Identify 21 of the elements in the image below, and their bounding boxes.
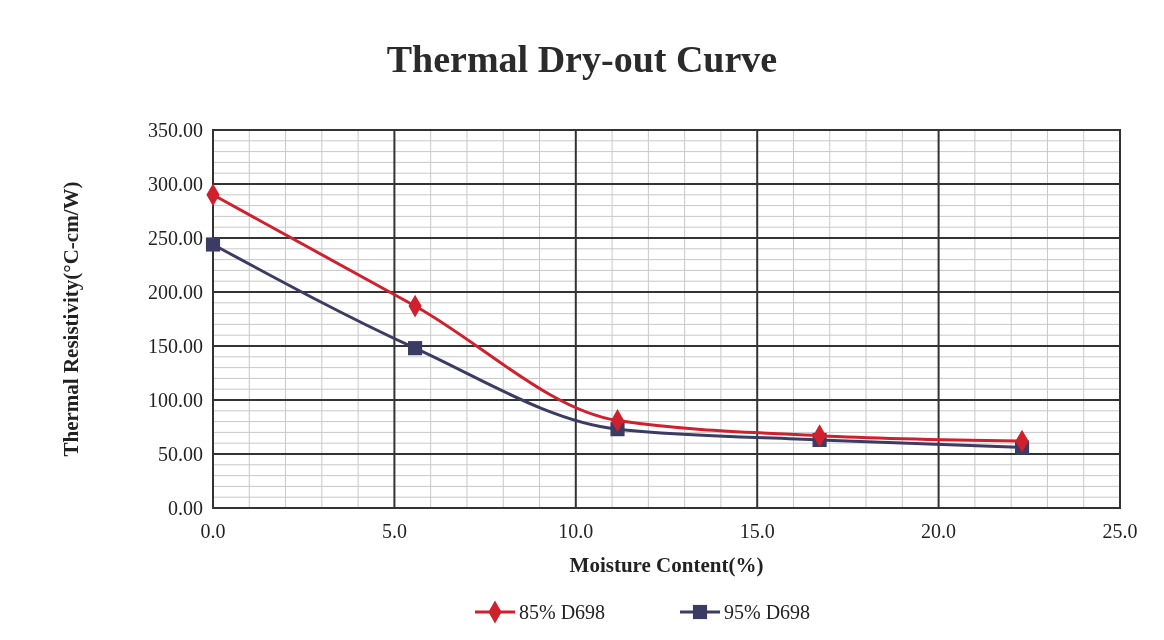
point bbox=[408, 341, 423, 356]
y-tick-label: 100.00 bbox=[148, 389, 203, 411]
point bbox=[205, 237, 221, 252]
x-tick-label: 25.0 bbox=[1102, 520, 1138, 542]
x-tick-label: 10.0 bbox=[558, 520, 594, 542]
y-tick-label: 50.00 bbox=[158, 443, 203, 465]
y-tick-label: 0.00 bbox=[168, 497, 203, 519]
y-tick-label: 250.00 bbox=[148, 227, 203, 249]
legend-label: 85% D698 bbox=[519, 601, 606, 623]
chart-title: Thermal Dry-out Curve bbox=[386, 38, 778, 80]
y-tick-label: 150.00 bbox=[148, 335, 203, 357]
y-tick-label: 300.00 bbox=[148, 173, 203, 195]
y-tick-label: 200.00 bbox=[148, 281, 203, 303]
x-tick-label: 20.0 bbox=[921, 520, 957, 542]
x-axis-title: Moisture Content(%) bbox=[569, 553, 764, 577]
x-tick-label: 0.0 bbox=[200, 520, 226, 542]
y-tick-label: 350.00 bbox=[148, 119, 203, 141]
x-tick-label: 5.0 bbox=[381, 520, 407, 542]
x-tick-label: 15.0 bbox=[739, 520, 775, 542]
y-axis-title: Thermal Resistivity(°C-cm/W) bbox=[59, 181, 83, 457]
legend-label: 95% D698 bbox=[724, 601, 811, 623]
